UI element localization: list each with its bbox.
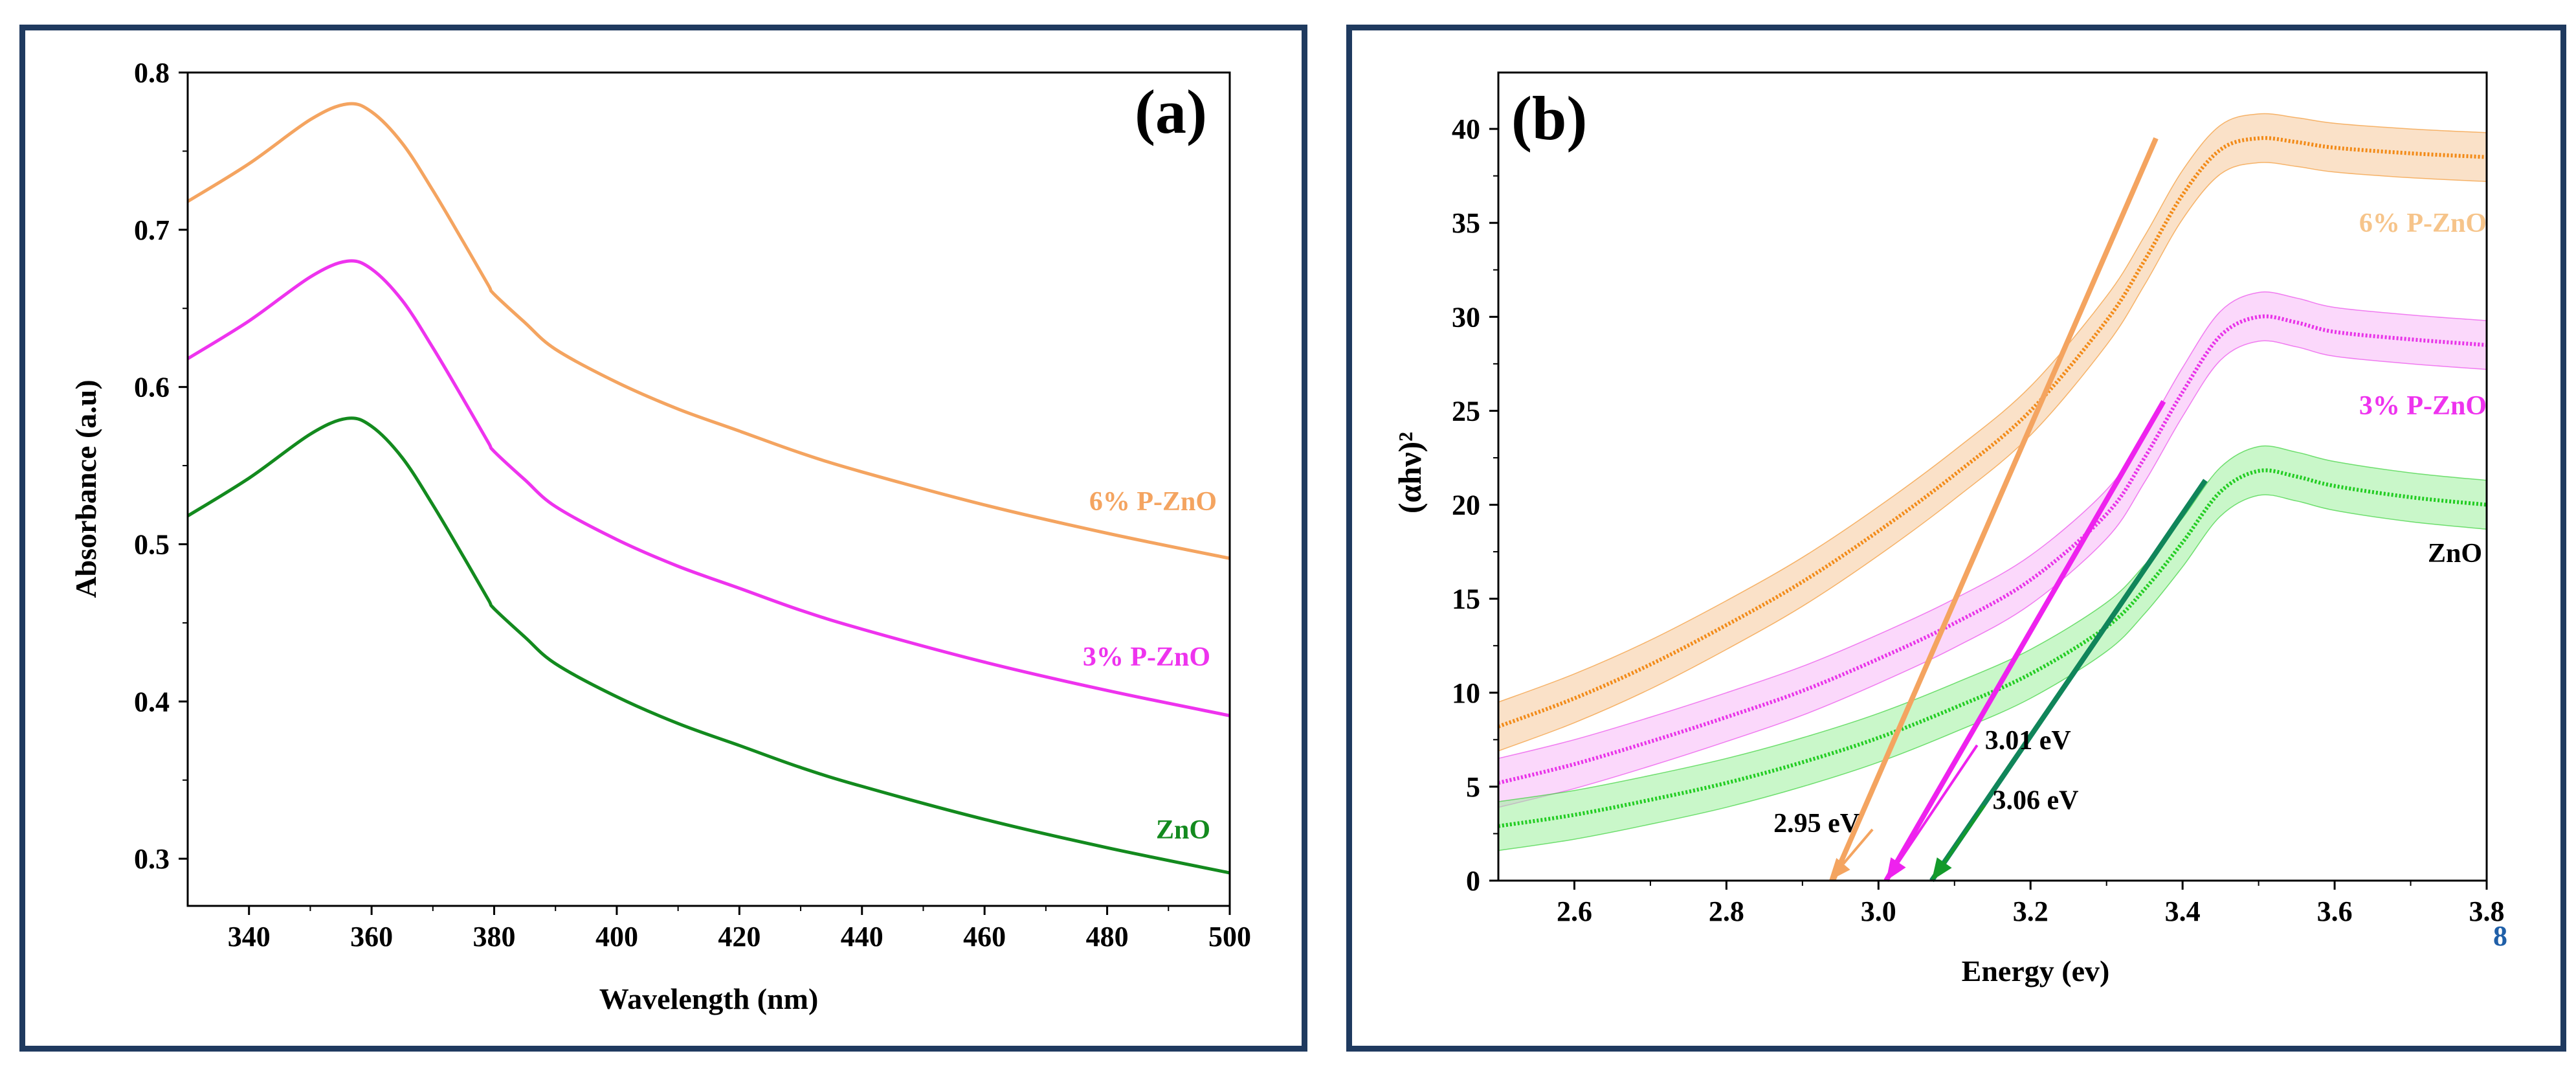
panel-b-band-6pct-p-zno xyxy=(1498,113,2487,752)
panel-b-annotation-arrow-shaft xyxy=(1943,804,1986,864)
panel-b-annotation-arrow-shaft xyxy=(1842,828,1874,865)
panel-b-y-tick-label: 20 xyxy=(1452,490,1480,521)
panel-b-y-tick-label: 15 xyxy=(1452,583,1480,615)
panel-a-y-axis-title: Absorbance (a.u) xyxy=(69,379,102,598)
panel-b-y-ticks: 0 5 10 15 20 25 30 35 40 xyxy=(1452,113,1498,897)
panel-b-line-6pct-p-zno xyxy=(1497,136,2487,728)
panel-a-x-tick-label: 360 xyxy=(350,921,393,953)
panel-b-plot-frame xyxy=(1497,71,2488,882)
panel-b-line-3pct-p-zno xyxy=(1498,314,2487,785)
panel-a-y-tick-label: 0.6 xyxy=(134,372,170,403)
panel-a-x-tick-label: 400 xyxy=(595,921,638,953)
panel-b-annotation-arrow-head xyxy=(1829,858,1850,881)
panel-a-y-tick-label: 0.3 xyxy=(134,843,170,875)
panel-b-line-zno xyxy=(1498,468,2487,828)
panel-b-annotation-label-2-95-ev: 2.95 eV xyxy=(1773,809,1860,839)
panel-a-line-3pct-p-zno xyxy=(186,259,1230,717)
panel-b-series-label-zno: ZnO xyxy=(2428,539,2482,569)
panel-a-series-label-6pct: 6% P-ZnO xyxy=(1089,487,1217,517)
panel-b-x-tick-label: 2.6 xyxy=(1557,896,1592,927)
panel-b-y-tick-label: 5 xyxy=(1466,771,1480,803)
panel-a-x-tick-label: 480 xyxy=(1086,921,1129,953)
panel-a-chart: 340 360 380 400 420 440 460 480 500 0.3 0.4 0.5 0.6… xyxy=(69,57,1251,1015)
panel-b-y-tick-label: 30 xyxy=(1452,301,1480,333)
panel-a-x-axis-title: Wavelength (nm) xyxy=(599,982,819,1015)
panel-b-series-label-3pct: 3% P-ZnO xyxy=(2359,391,2487,421)
panel-b-y-tick-label: 10 xyxy=(1452,677,1480,709)
panel-a-label: (a) xyxy=(1135,77,1207,146)
panel-b-annotation-arrow-head xyxy=(1886,857,1906,881)
panel-b-x-ticks: 2.6 2.8 3.0 3.2 3.4 3.6 3.8 xyxy=(1557,881,2505,927)
panel-a-frame xyxy=(19,25,1307,1052)
panel-a-plot-frame xyxy=(186,71,1231,907)
panel-a-x-tick-label: 460 xyxy=(963,921,1006,953)
panel-b-annotation-label-3-01-ev: 3.01 eV xyxy=(1985,726,2071,756)
panel-b-x-tick-label: 3.6 xyxy=(2317,896,2353,927)
panel-b-x-tick-label: 3.0 xyxy=(1861,896,1896,927)
panel-a-y-tick-label: 0.7 xyxy=(134,214,170,246)
panel-b-x-tick-label: 3.4 xyxy=(2165,896,2201,927)
panel-b-x-tick-label: 3.8 xyxy=(2469,896,2505,927)
panel-b-y-axis-title: (αhν)² xyxy=(1392,432,1428,513)
stray-glyph: 8 xyxy=(2493,920,2507,952)
panel-a-x-tick-label: 420 xyxy=(718,921,761,953)
panel-a-line-6pct-p-zno xyxy=(186,102,1230,560)
panel-b-series-group xyxy=(1497,136,2487,828)
panel-a-y-tick-label: 0.4 xyxy=(134,686,170,717)
panel-a-series-group xyxy=(186,102,1230,875)
panel-a-x-tick-label: 340 xyxy=(228,921,271,953)
panel-a-x-ticks: 340 360 380 400 420 440 460 480 500 xyxy=(228,906,1251,953)
panel-b-tangent-6pct-p-zno xyxy=(1830,137,2159,882)
panel-b-chart: 2.95 eV 3.01 eV 3.06 eV 2.6 2.8 3.0 3.2 3.4 3.6… xyxy=(1392,71,2507,987)
panel-a-series-label-zno: ZnO xyxy=(1156,815,1210,845)
panel-b-x-tick-label: 2.8 xyxy=(1709,896,1744,927)
panel-a-series-label-3pct: 3% P-ZnO xyxy=(1083,642,1210,672)
panel-b-y-tick-label: 0 xyxy=(1466,865,1480,897)
panel-b-x-tick-label: 3.2 xyxy=(2013,896,2049,927)
panel-b-annotations-group: 2.95 eV 3.01 eV 3.06 eV xyxy=(1773,726,2078,881)
panel-b-series-label-6pct: 6% P-ZnO xyxy=(2359,209,2487,238)
panel-b-y-tick-label: 25 xyxy=(1452,395,1480,427)
panel-a-x-tick-label: 500 xyxy=(1208,921,1251,953)
panel-a-y-ticks: 0.3 0.4 0.5 0.6 0.7 0.8 xyxy=(134,57,188,875)
panel-b-annotation-arrow-shaft xyxy=(1897,744,1979,863)
panel-b-y-tick-label: 40 xyxy=(1452,113,1480,145)
panel-b-label: (b) xyxy=(1511,84,1587,153)
panel-a-x-tick-label: 380 xyxy=(473,921,516,953)
panel-b-x-axis-title: Energy (ev) xyxy=(1962,954,2110,987)
panel-a-y-tick-label: 0.8 xyxy=(134,57,170,89)
panel-a-line-zno xyxy=(186,416,1230,875)
panel-a-x-tick-label: 440 xyxy=(841,921,883,953)
panel-b-annotation-arrow-head xyxy=(1931,857,1952,881)
panel-b-y-tick-label: 35 xyxy=(1452,207,1480,239)
panel-a-y-tick-label: 0.5 xyxy=(134,528,170,560)
panel-b-annotation-label-3-06-ev: 3.06 eV xyxy=(1993,786,2079,816)
panel-b-tangent-3pct-p-zno xyxy=(1883,400,2166,883)
